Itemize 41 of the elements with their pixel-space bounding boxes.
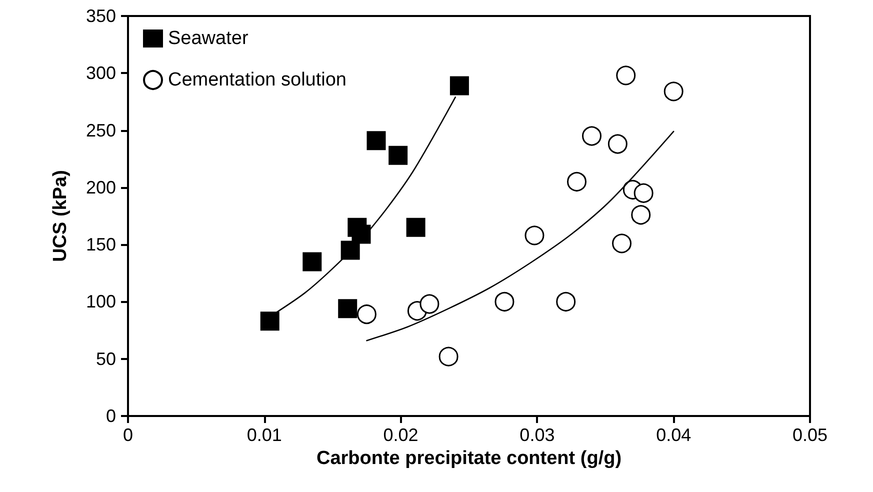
point bbox=[616, 66, 636, 86]
y-tick-label: 100 bbox=[86, 292, 116, 312]
y-tick-label: 150 bbox=[86, 234, 116, 255]
y-tick-label: 250 bbox=[86, 120, 116, 140]
point bbox=[366, 131, 386, 150]
x-tick-label: 0.01 bbox=[246, 425, 282, 445]
point bbox=[567, 172, 587, 192]
x-axis-title: Carbonte precipitate content (g/g) bbox=[316, 448, 622, 469]
point bbox=[631, 205, 651, 225]
x-tick-label: 0.04 bbox=[656, 425, 692, 445]
point bbox=[406, 218, 426, 237]
point bbox=[302, 252, 322, 272]
point bbox=[260, 312, 280, 331]
legend-label: Seawater bbox=[168, 28, 249, 49]
point bbox=[612, 234, 632, 254]
point bbox=[420, 294, 440, 314]
y-tick-label: 300 bbox=[86, 63, 116, 84]
x-tick-label: 0.03 bbox=[520, 425, 555, 445]
point bbox=[608, 134, 628, 154]
point bbox=[338, 299, 358, 318]
y-tick-label: 0 bbox=[106, 406, 116, 426]
point bbox=[494, 292, 514, 312]
y-tick-label: 200 bbox=[86, 177, 116, 198]
point bbox=[524, 226, 544, 246]
point bbox=[556, 292, 576, 312]
x-tick-label: 0.05 bbox=[792, 425, 828, 445]
point bbox=[582, 126, 602, 146]
legend-label: Cementation solution bbox=[168, 70, 346, 90]
point bbox=[450, 76, 469, 96]
point bbox=[352, 224, 371, 244]
point bbox=[634, 183, 654, 203]
y-tick-label: 350 bbox=[86, 6, 116, 26]
x-tick-label: 0.02 bbox=[383, 425, 418, 445]
point bbox=[356, 304, 376, 324]
x-tick-label: 0 bbox=[122, 425, 134, 445]
point bbox=[438, 346, 458, 366]
point bbox=[388, 146, 408, 165]
y-tick-label: 50 bbox=[96, 348, 116, 369]
line-series bbox=[366, 130, 674, 342]
point bbox=[664, 82, 684, 102]
y-axis-title: UCS (kPa) bbox=[50, 170, 71, 262]
